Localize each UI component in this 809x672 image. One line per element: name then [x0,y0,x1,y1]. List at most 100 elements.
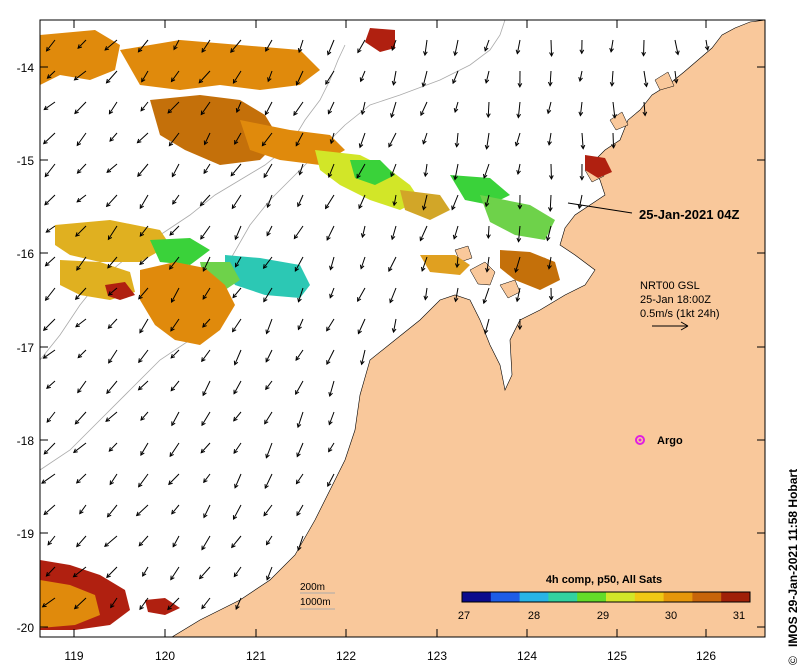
current-arrow [137,163,149,177]
current-arrow [43,318,56,331]
current-arrow [612,101,616,118]
current-arrowhead [612,113,617,119]
current-arrowhead [484,46,489,52]
current-arrowhead [201,421,206,427]
current-arrowhead [107,235,113,241]
current-arrowhead [108,109,114,115]
current-arrowhead [201,357,206,363]
current-arrowhead [265,540,271,546]
current-arrow [137,132,149,144]
current-arrow [172,535,180,548]
current-arrow [233,442,242,454]
current-arrow [201,411,211,426]
current-arrowhead [75,232,80,237]
current-arrowhead [74,295,80,301]
current-arrow [293,101,304,116]
current-arrow [485,194,490,207]
current-arrowhead [235,604,240,610]
current-arrowhead [296,452,301,458]
current-arrowhead [141,77,146,83]
current-arrowhead [139,328,144,334]
current-arrowhead [138,541,144,547]
current-arrowhead [234,235,239,241]
colorbar-segment [462,592,492,602]
lat-tick-label: -19 [17,527,35,541]
lat-tick-label: -15 [17,154,35,168]
current-arrowhead [423,295,429,301]
current-arrow [139,597,149,610]
current-arrow [108,442,118,452]
scale-arrow [652,321,689,331]
current-arrowhead [47,540,52,546]
current-arrow [674,70,677,83]
current-arrow [204,132,211,145]
colorbar-title: 4h comp, p50, All Sats [546,574,662,586]
current-arrow [138,473,149,488]
current-arrow [199,566,211,579]
current-arrowhead [234,139,239,145]
current-arrowhead [580,144,586,150]
current-arrowhead [199,201,205,207]
current-arrow [329,256,335,270]
current-arrowhead [43,449,49,455]
current-arrow [109,132,118,142]
current-arrow [43,132,56,145]
current-arrowhead [675,50,680,56]
current-arrowhead [326,235,331,241]
current-arrowhead [233,360,239,366]
current-arrow [265,380,273,390]
depth-1000-label: 1000m [300,597,331,608]
lon-tick-labels: 119 120 121 122 123 124 125 126 [64,649,716,663]
current-arrow [357,287,366,302]
current-arrow [169,256,180,270]
current-arrowhead [297,325,302,331]
current-arrow [389,287,397,303]
current-arrow [452,70,459,84]
current-arrowhead [421,205,427,211]
current-arrowhead [107,263,112,269]
current-arrow [361,349,366,365]
current-arrowhead [104,46,110,51]
current-arrowhead [171,172,176,178]
current-arrowhead [263,297,268,303]
current-arrow [266,318,273,334]
current-arrow [76,473,87,484]
current-arrow [267,70,273,82]
current-arrow [233,411,242,422]
current-arrowhead [203,169,208,175]
current-arrow [265,442,273,458]
current-arrow [202,380,211,396]
current-arrow [326,318,335,332]
current-arrowhead [549,175,554,180]
current-arrow [142,566,149,577]
current-arrowhead [641,51,646,57]
current-arrow [106,566,118,578]
current-arrowhead [45,572,51,577]
current-arrowhead [517,83,523,88]
current-arrow [107,504,118,518]
current-arrowhead [266,575,271,581]
current-arrowhead [139,204,144,210]
current-vectors [41,39,710,611]
current-arrow [293,225,304,239]
current-arrowhead [105,417,111,422]
lat-tick-label: -14 [17,61,35,75]
current-arrow [202,287,211,300]
current-arrowhead [265,385,270,391]
current-arrowhead [46,417,52,423]
current-arrowhead [388,267,393,273]
lon-tick-label: 122 [336,649,356,663]
current-arrowhead [295,80,301,86]
current-arrowhead [233,572,239,578]
current-arrowhead [137,172,142,178]
colorbar [462,592,751,602]
current-arrowhead [170,386,176,392]
current-arrowhead [198,574,204,580]
current-arrowhead [453,175,458,181]
current-arrow [547,101,552,114]
current-arrowhead [453,297,459,303]
current-arrowhead [486,113,491,119]
lat-tick-labels: -14 -15 -16 -17 -18 -19 -20 [17,61,35,635]
current-arrow [76,535,87,547]
current-arrow [705,39,709,51]
